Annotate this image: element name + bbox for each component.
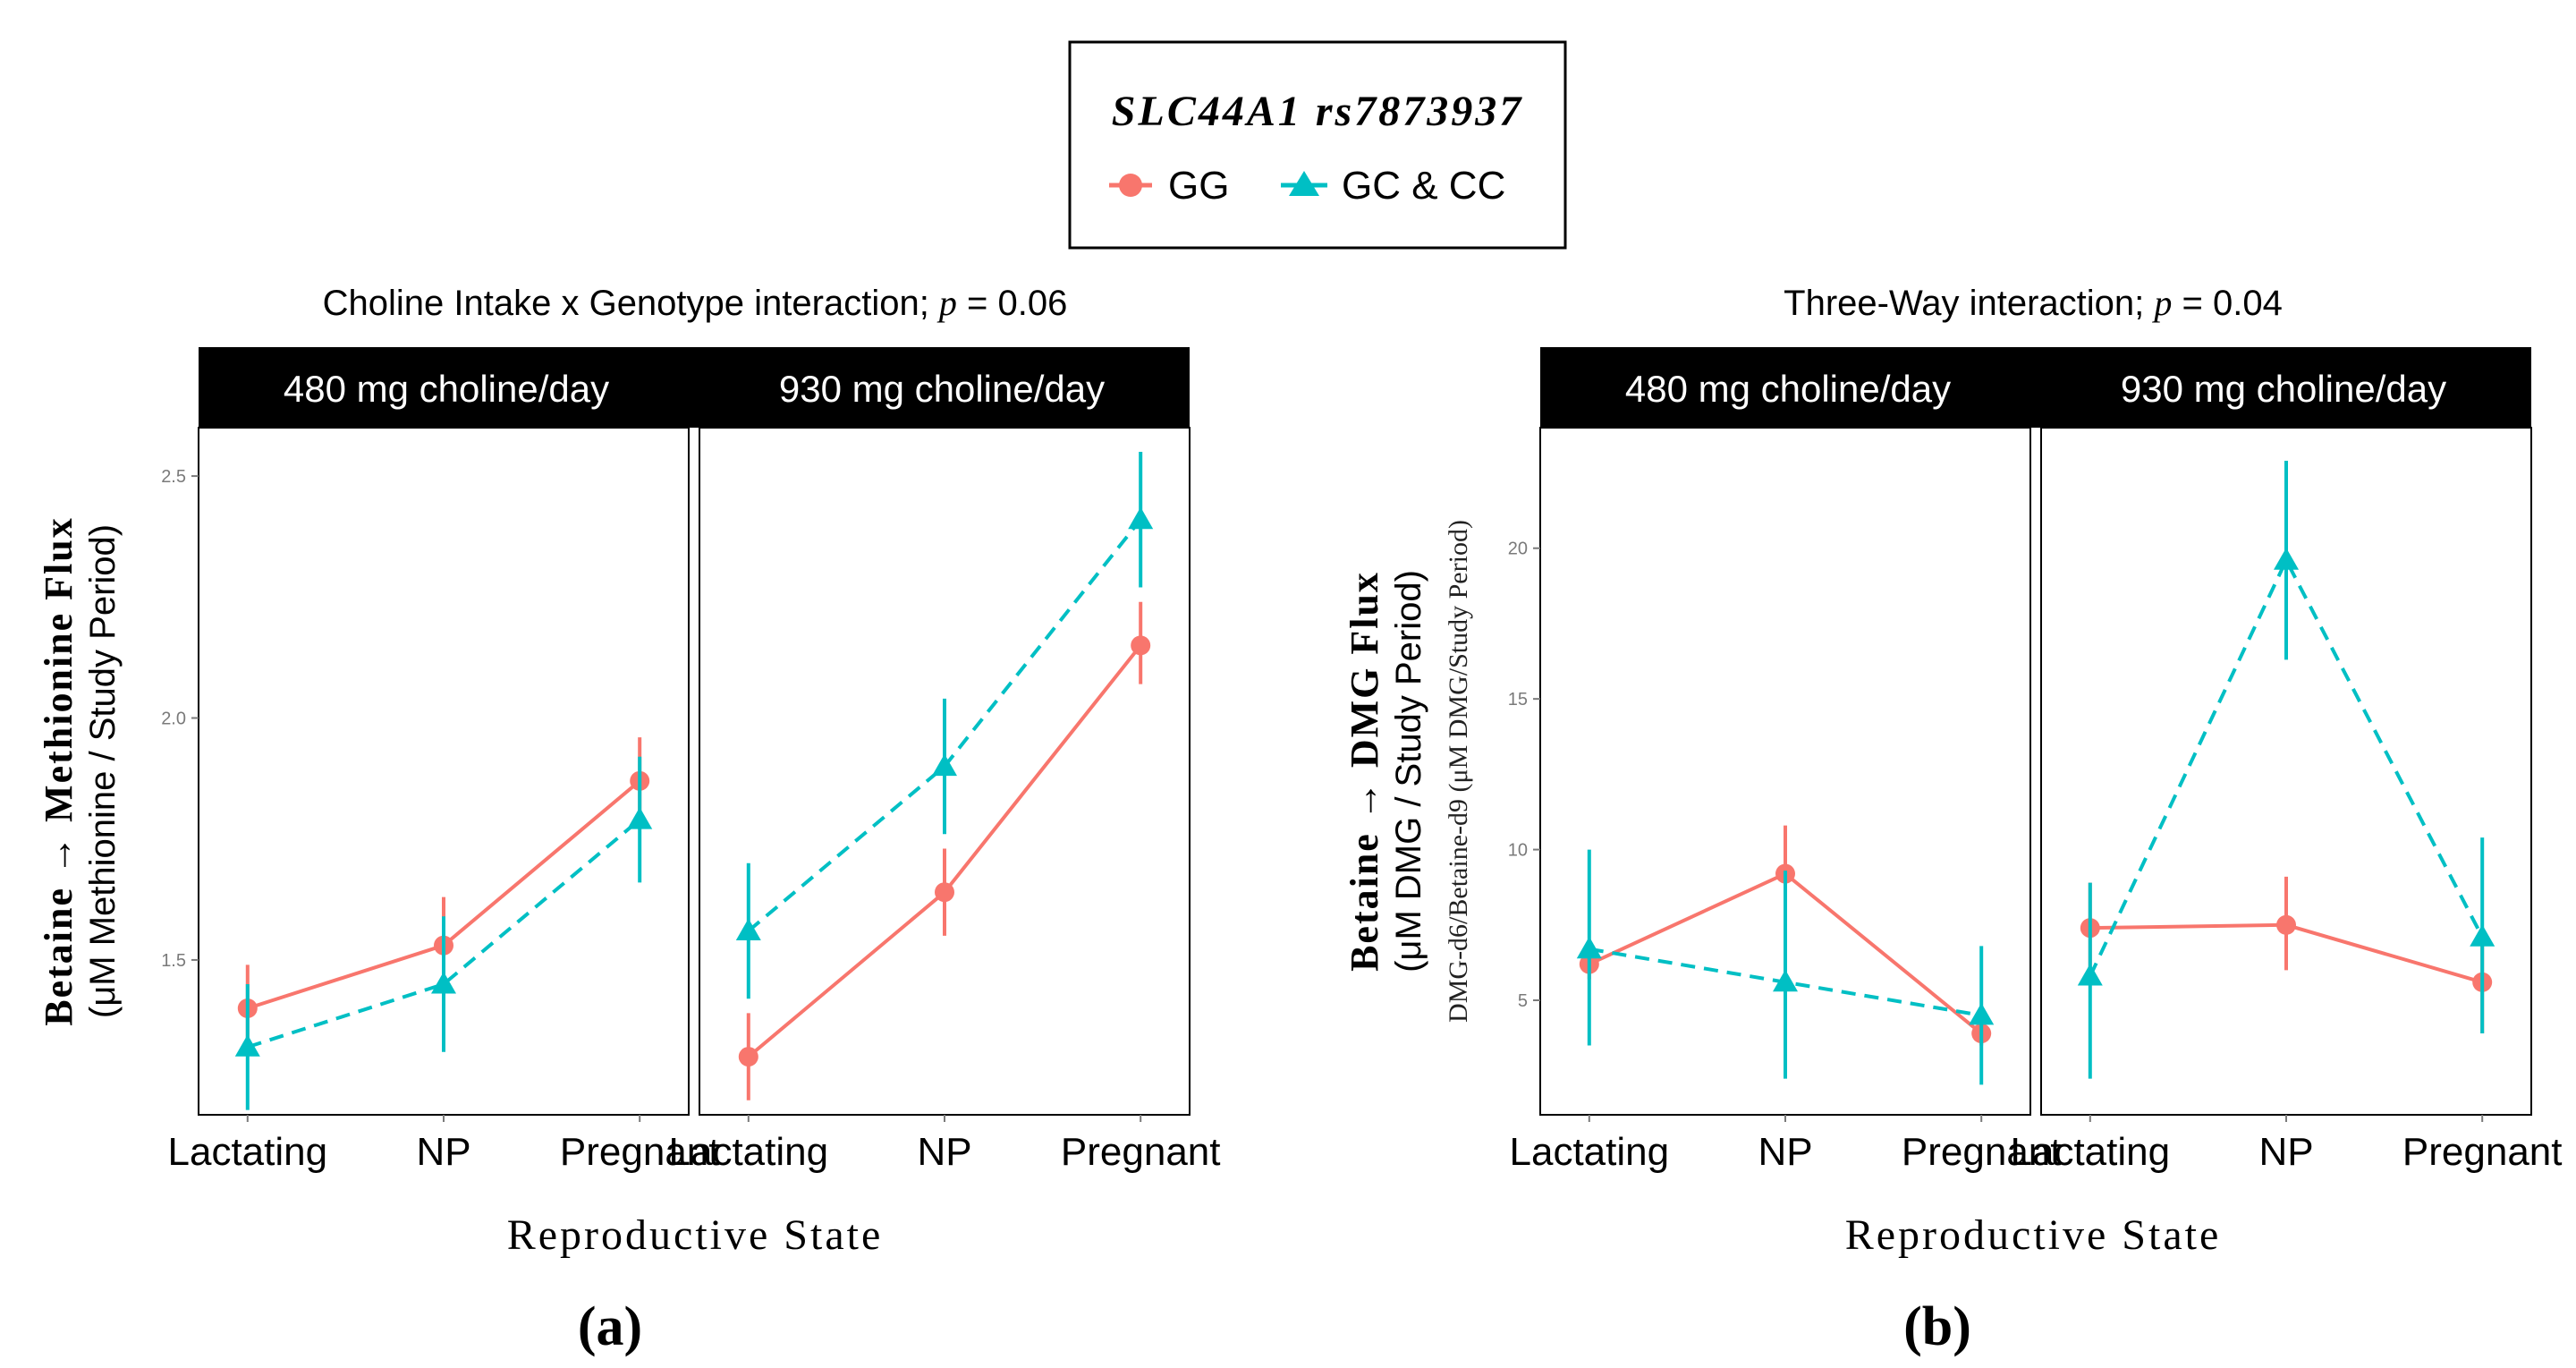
y-tick-label: 15 bbox=[1508, 690, 1528, 709]
chart-a-title-text: Choline Intake x Genotype interaction; bbox=[323, 284, 939, 323]
x-tick-label: Lactating bbox=[168, 1130, 328, 1174]
chart-b-strip-930: 930 mg choline/day bbox=[2121, 368, 2446, 410]
point-marker bbox=[735, 918, 761, 940]
x-tick-label: Pregnant bbox=[1061, 1130, 1221, 1174]
chart-b-ylabel-sub: (μM DMG / Study Period) bbox=[1389, 570, 1428, 973]
point-marker bbox=[935, 882, 954, 903]
chart-b-strip-480: 480 mg choline/day bbox=[1625, 368, 1951, 410]
legend-gccc-marker bbox=[1289, 171, 1319, 196]
chart-b-title-text: Three-Way interaction; bbox=[1784, 284, 2154, 323]
x-tick-label: NP bbox=[416, 1130, 470, 1174]
legend-gccc-label: GC & CC bbox=[1342, 164, 1505, 208]
x-tick-label: NP bbox=[917, 1130, 971, 1174]
y-tick-label: 2.0 bbox=[161, 709, 186, 729]
chart-b-panel-label: (b) bbox=[1903, 1296, 1971, 1357]
chart-a-title-pvalue: = 0.06 bbox=[957, 284, 1067, 323]
x-tick-label: Pregnant bbox=[2402, 1130, 2563, 1174]
chart-a-strip-930: 930 mg choline/day bbox=[779, 368, 1105, 410]
chart-a-panel-label: (a) bbox=[578, 1296, 642, 1357]
point-marker bbox=[431, 971, 456, 994]
chart-a-ylabel-sub: (μM Methionine / Study Period) bbox=[83, 524, 123, 1018]
y-tick-label: 2.5 bbox=[161, 467, 186, 487]
chart-b: Three-Way interaction; p = 0.04 480 mg c… bbox=[1343, 283, 2562, 1357]
point-marker bbox=[1969, 1002, 1995, 1025]
chart-b-marks bbox=[1576, 461, 2496, 1085]
legend: SLC44A1 rs7873937 GG GC & CC bbox=[1068, 40, 1567, 250]
point-marker bbox=[1131, 635, 1151, 656]
chart-b-title-pvalue: = 0.04 bbox=[2172, 284, 2282, 323]
chart-a-title: Choline Intake x Genotype interaction; p… bbox=[323, 283, 1068, 323]
point-marker bbox=[627, 807, 653, 829]
chart-a-title-p: p bbox=[936, 283, 957, 323]
chart-a: Choline Intake x Genotype interaction; p… bbox=[37, 283, 1220, 1357]
chart-a-xlabel: Reproductive State bbox=[507, 1211, 884, 1259]
legend-gg-marker bbox=[1119, 174, 1142, 197]
x-tick-label: Pregnant bbox=[560, 1130, 720, 1174]
x-tick-label: NP bbox=[1758, 1130, 1812, 1174]
y-tick-label: 20 bbox=[1508, 540, 1528, 559]
x-tick-label: NP bbox=[2258, 1130, 2313, 1174]
legend-title: SLC44A1 rs7873937 bbox=[1112, 88, 1523, 135]
x-tick-label: Lactating bbox=[1510, 1130, 1670, 1174]
chart-b-ylabel-faint: DMG-d6/Betaine-d9 (μM DMG/Study Period) bbox=[1444, 520, 1473, 1023]
chart-a-ylabel: Betaine → Methionine Flux bbox=[37, 516, 80, 1025]
chart-a-strip-bg bbox=[199, 347, 1190, 428]
point-marker bbox=[234, 1034, 260, 1057]
legend-gg-label: GG bbox=[1168, 164, 1229, 208]
series-line bbox=[247, 818, 641, 1049]
x-tick-label: Lactating bbox=[669, 1130, 829, 1174]
point-marker bbox=[2274, 548, 2299, 570]
point-marker bbox=[2276, 914, 2296, 935]
chart-b-strip-bg bbox=[1540, 347, 2531, 428]
chart-b-ylabel: Betaine → DMG Flux bbox=[1343, 571, 1386, 972]
x-tick-label: Lactating bbox=[2011, 1130, 2171, 1174]
chart-b-title: Three-Way interaction; p = 0.04 bbox=[1784, 283, 2283, 323]
y-tick-label: 5 bbox=[1518, 991, 1528, 1011]
legend-box bbox=[1068, 40, 1567, 250]
chart-b-xlabel: Reproductive State bbox=[1845, 1211, 2222, 1259]
chart-b-y-ticks: 5 10 15 20 bbox=[1508, 540, 1540, 1011]
chart-b-title-p: p bbox=[2151, 283, 2172, 323]
y-tick-label: 1.5 bbox=[161, 951, 186, 971]
chart-a-marks bbox=[234, 452, 1154, 1110]
chart-a-strip-480: 480 mg choline/day bbox=[284, 368, 609, 410]
point-marker bbox=[2470, 924, 2496, 947]
point-marker bbox=[738, 1047, 758, 1067]
point-marker bbox=[932, 753, 957, 777]
point-marker bbox=[1128, 506, 1154, 530]
series-line bbox=[2088, 556, 2484, 977]
x-tick-label: Pregnant bbox=[1902, 1130, 2062, 1174]
y-tick-label: 10 bbox=[1508, 841, 1528, 861]
point-marker bbox=[2077, 964, 2103, 986]
point-marker bbox=[1773, 969, 1798, 992]
point-marker bbox=[1576, 936, 1602, 959]
chart-a-y-ticks: 1.5 2.0 2.5 bbox=[161, 467, 199, 971]
